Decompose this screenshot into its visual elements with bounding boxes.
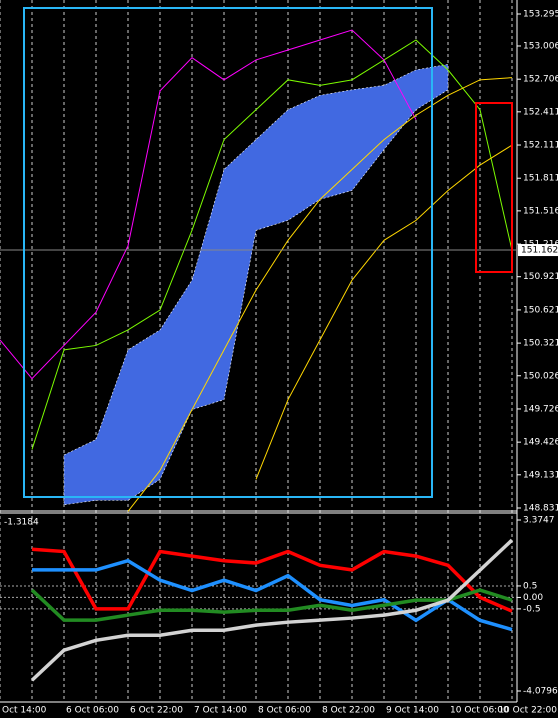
y-tick-label: 151.811 — [523, 174, 558, 184]
series-line — [31, 547, 513, 613]
y-tick-label: 149.426 — [523, 438, 558, 448]
y-tick-label: 153.006 — [523, 41, 558, 51]
y-tick-label: 151.516 — [523, 206, 558, 216]
series-line — [0, 29, 417, 380]
axes: Oct 14:00 6 Oct 06:00 6 Oct 22:00 7 Oct 14:… — [2, 10, 558, 716]
y-tick-label: 148.831 — [523, 504, 558, 514]
y-tick-label: 152.111 — [523, 141, 558, 151]
y-tick-label: 150.321 — [523, 339, 558, 349]
x-tick-label: 7 Oct 14:00 — [194, 706, 247, 716]
y-tick-label: 150.621 — [523, 305, 558, 315]
y-tick-label: -4.0796 — [523, 687, 558, 697]
y-tick-label: 150.921 — [523, 272, 558, 282]
y-tick-label: 153.295 — [523, 10, 558, 20]
x-tick-label: Oct 14:00 — [2, 706, 47, 716]
series-line — [127, 77, 513, 512]
cloud-band — [63, 63, 449, 506]
y-tick-label: -0.5 — [523, 604, 541, 614]
x-tick-label: 10 Oct 22:00 — [498, 706, 557, 716]
series-line — [30, 588, 513, 622]
y-tick-label: 150.026 — [523, 371, 558, 381]
y-tick-label: 3.3747 — [523, 516, 555, 526]
x-tick-label: 10 Oct 06:00 — [450, 706, 509, 716]
series-line — [32, 558, 513, 632]
last-price-label: 151.162 — [521, 246, 558, 256]
indicator-value: -1.3184 — [4, 518, 39, 528]
cyan-rectangle — [23, 7, 433, 498]
last-price-box — [518, 244, 558, 257]
x-tick-label: 8 Oct 22:00 — [322, 706, 375, 716]
y-tick-label: 152.411 — [523, 107, 558, 117]
series-line — [255, 144, 513, 480]
y-tick-label: 149.131 — [523, 470, 558, 480]
y-tick-label: 0.00 — [523, 593, 543, 603]
x-tick-label: 9 Oct 14:00 — [386, 706, 439, 716]
x-tick-label: 8 Oct 06:00 — [258, 706, 311, 716]
x-tick-label: 6 Oct 06:00 — [66, 706, 119, 716]
y-tick-label: 152.706 — [523, 75, 558, 85]
y-tick-label: 0.5 — [523, 581, 537, 591]
y-tick-label: 149.726 — [523, 404, 558, 414]
series-line — [30, 538, 514, 682]
indicator-panel — [0, 538, 517, 682]
red-rectangle — [475, 102, 513, 273]
x-tick-label: 6 Oct 22:00 — [130, 706, 183, 716]
